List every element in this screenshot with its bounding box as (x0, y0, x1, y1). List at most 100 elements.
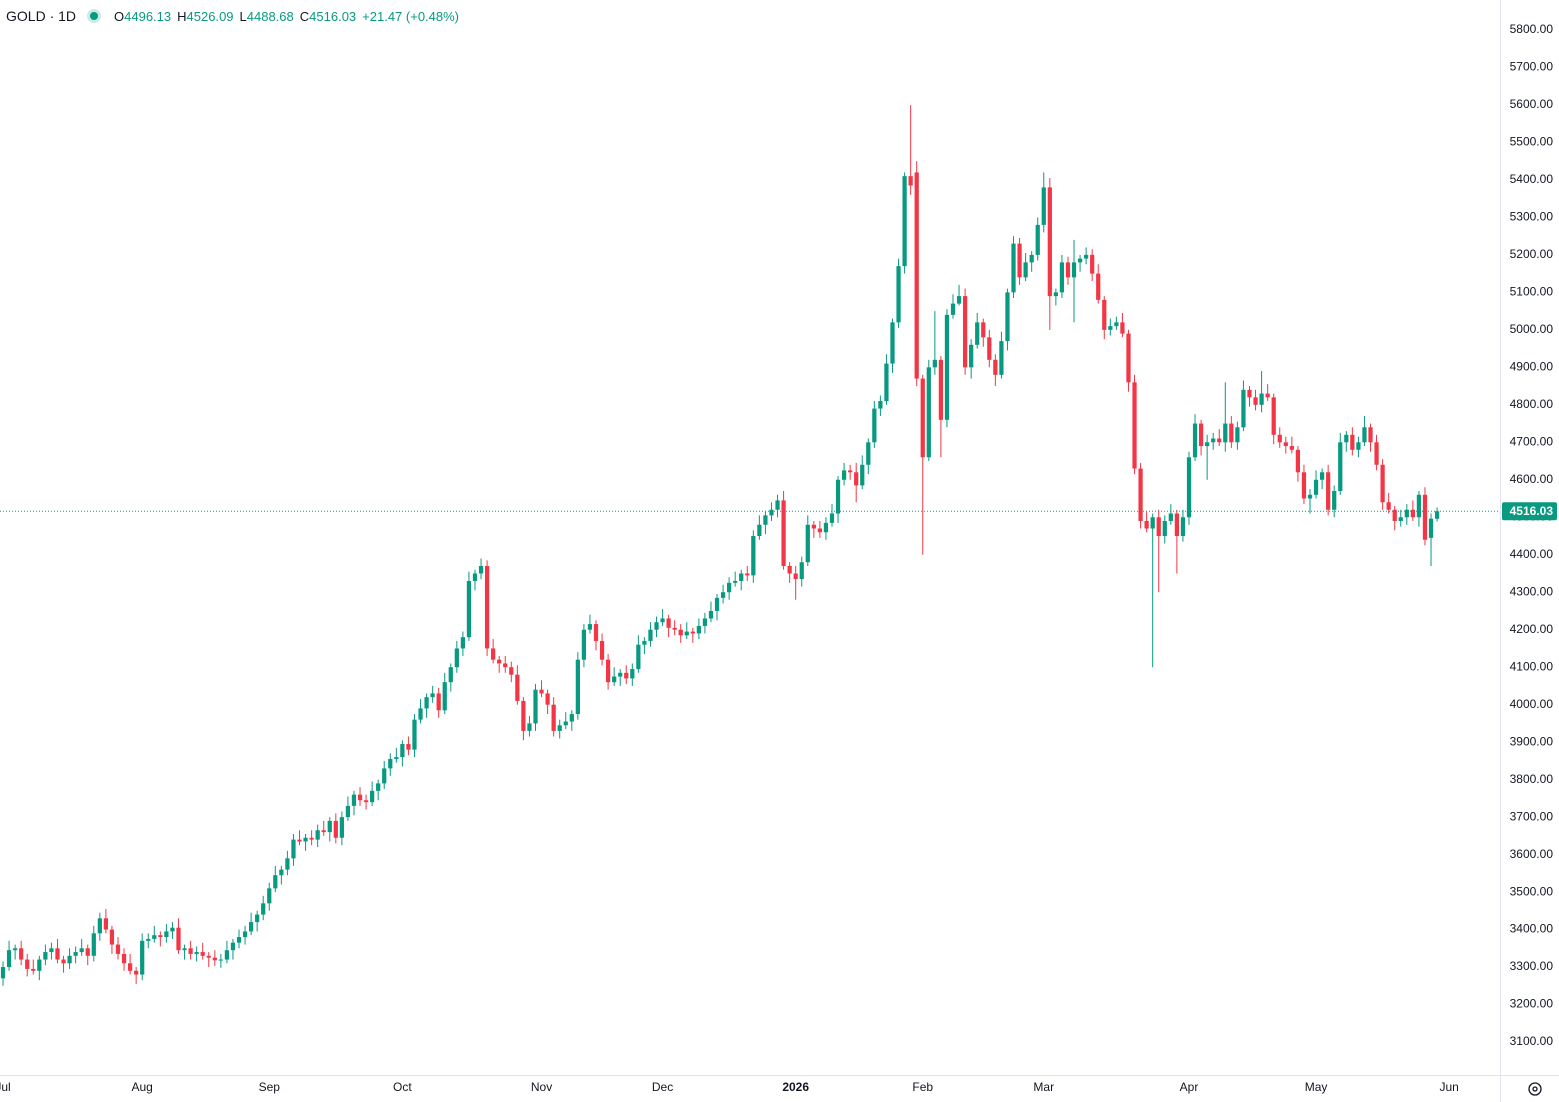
candle-body (872, 408, 877, 443)
candle-body (478, 565, 484, 574)
candle-body (648, 629, 653, 641)
candle-body (539, 689, 544, 694)
candle-body (25, 959, 30, 969)
candle-body (1186, 457, 1192, 518)
candle-body (394, 757, 399, 760)
candle-body (1059, 262, 1065, 293)
candle-body (1380, 464, 1385, 503)
x-tick-label: Feb (912, 1080, 933, 1094)
candle-body (327, 820, 332, 833)
candle-body (612, 676, 617, 683)
candle-body (1271, 397, 1276, 435)
candle-body (1138, 468, 1143, 522)
candle-body (412, 719, 417, 750)
candle-body (509, 667, 514, 675)
ohlc-label: O (114, 8, 125, 24)
candle-body (1356, 442, 1361, 450)
ohlc-value: 4526.09 (186, 8, 234, 24)
candle-body (1198, 423, 1204, 447)
candle-body (848, 470, 853, 473)
candle-body (878, 401, 883, 409)
candle-body (448, 667, 453, 683)
candle-body (835, 479, 841, 514)
candle-body (630, 669, 635, 679)
y-tick-label: 4400.00 (1510, 547, 1554, 561)
market-status-dot (90, 12, 99, 20)
candle-body (1156, 517, 1161, 537)
candle-body (333, 820, 338, 838)
candle-body (1174, 513, 1180, 537)
y-tick-label: 3500.00 (1510, 884, 1554, 898)
candle-body (43, 952, 48, 960)
candle-body (956, 296, 962, 304)
candle-body (944, 314, 950, 420)
candle-body (97, 918, 102, 934)
candle-body (763, 515, 768, 525)
candle-body (1277, 434, 1282, 443)
candle-body (618, 672, 623, 677)
candle-body (224, 950, 230, 960)
candle-body (297, 839, 302, 842)
candle-body (1247, 389, 1252, 398)
ohlc-value: 4496.13 (124, 8, 172, 24)
candle-body (13, 948, 18, 951)
y-tick-label: 4700.00 (1510, 434, 1554, 448)
candle-body (823, 522, 829, 533)
candle-body (781, 500, 786, 566)
candle-body (569, 714, 574, 722)
x-tick-label: Mar (1033, 1080, 1054, 1094)
candle-body (73, 952, 78, 956)
candle-body (85, 948, 90, 956)
candle-body (962, 296, 968, 368)
candle-body (1344, 434, 1349, 443)
candle-body (376, 783, 381, 791)
candle-body (920, 378, 925, 458)
candle-body (164, 931, 169, 938)
candle-body (775, 500, 780, 510)
settings-gear-center[interactable] (1532, 1086, 1538, 1092)
candle-body (527, 723, 532, 731)
candle-body (1217, 438, 1222, 443)
candle-body (182, 948, 187, 951)
candle-body (950, 303, 956, 315)
candle-body (642, 640, 647, 645)
candle-body (1223, 423, 1228, 443)
candle-body (248, 922, 254, 932)
candle-body (19, 948, 24, 960)
last-price-label: 4516.03 (1510, 504, 1554, 518)
candle-body (1313, 479, 1319, 495)
settings-gear[interactable] (1528, 1082, 1542, 1096)
candle-body (200, 952, 205, 956)
candle-body (1011, 243, 1016, 293)
candle-body (406, 744, 411, 750)
candle-body (1253, 397, 1258, 405)
candle-body (61, 959, 66, 964)
candle-body (1096, 273, 1101, 300)
candle-body (109, 929, 115, 945)
candle-body (1241, 389, 1246, 428)
candle-body (194, 952, 199, 954)
candle-body (176, 927, 181, 951)
y-tick-label: 5400.00 (1510, 172, 1554, 186)
candle-body (1041, 187, 1046, 225)
candle-body (37, 959, 42, 971)
settings-icon[interactable] (1528, 1082, 1542, 1096)
y-tick-label: 3800.00 (1510, 772, 1554, 786)
candle-body (1071, 262, 1077, 278)
y-tick-label: 3400.00 (1510, 922, 1554, 936)
candle-body (999, 341, 1004, 375)
candle-body (424, 697, 429, 709)
candle-body (436, 693, 441, 711)
candle-body (49, 948, 54, 953)
candle-body (1005, 292, 1010, 342)
candle-body (557, 725, 562, 731)
candle-body (787, 565, 792, 574)
candle-body (739, 573, 744, 581)
candle-body (351, 794, 357, 806)
candle-body (382, 768, 387, 784)
candle-body (575, 659, 580, 715)
candle-body (1398, 517, 1403, 522)
candle-body (938, 359, 944, 420)
candle-body (1283, 442, 1288, 447)
